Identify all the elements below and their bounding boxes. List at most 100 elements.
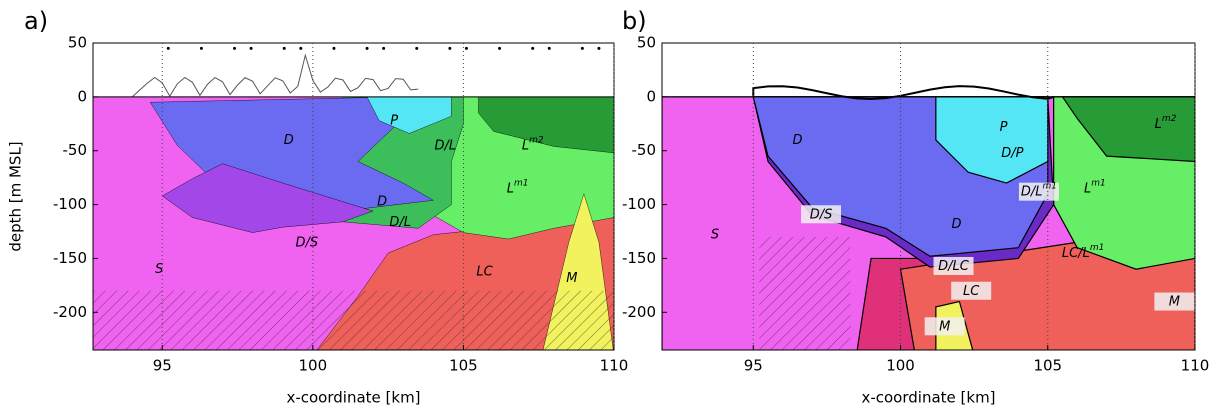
unit-label: D [284, 132, 294, 147]
unit-label-text: L [522, 138, 529, 153]
x-tick-label: 100 [886, 357, 915, 375]
unit-label-text: P [1000, 120, 1008, 135]
unit-label-text: L [1155, 116, 1162, 131]
unit-label-text: D/LC [938, 258, 970, 273]
unit-label-sup: m1 [1091, 178, 1106, 188]
station [299, 46, 303, 50]
unit-label: D/L [435, 138, 457, 153]
unit-label: M [1169, 294, 1180, 309]
x-tick-label: 95 [153, 357, 172, 375]
unit-label-text: D/S [810, 207, 833, 222]
station [580, 46, 584, 50]
y-tick-label: -200 [53, 303, 87, 321]
station [415, 46, 419, 50]
station [365, 46, 369, 50]
unit-label: D/LC [938, 258, 970, 273]
unit-label-text: L [507, 181, 514, 196]
unit-label: D/P [1001, 145, 1023, 160]
panel-letter: a) [24, 7, 48, 35]
unit-label: Lm2 [1155, 113, 1177, 131]
plot-frame [92, 42, 615, 351]
label-box [951, 281, 992, 300]
station [233, 46, 237, 50]
y-tick-label: -100 [622, 195, 656, 213]
y-tick-label: 50 [637, 34, 656, 52]
unit-label-text: D [377, 194, 387, 209]
station [448, 46, 452, 50]
plot-frame [661, 42, 1196, 351]
unit-label: Lm1 [507, 178, 529, 196]
x-tick-label: 110 [600, 357, 629, 375]
unit-label-sup: m1 [514, 178, 529, 188]
unit-label: M [566, 270, 577, 285]
geologic-unit [478, 96, 614, 154]
unit-label-text: D [284, 132, 294, 147]
station [547, 46, 551, 50]
station [199, 46, 203, 50]
unit-label-sup: m1 [1042, 181, 1057, 191]
unit-label-text: D [792, 132, 802, 147]
unit-label-text: S [711, 227, 719, 242]
label-box [933, 256, 974, 275]
unit-label-text: D/L [1021, 184, 1043, 199]
unit-label-text: D/S [295, 235, 318, 250]
label-box [924, 317, 965, 336]
unit-label: P [1000, 120, 1008, 135]
unit-label: D [377, 194, 387, 209]
unit-label: S [711, 227, 719, 242]
label-box [1018, 182, 1059, 201]
x-tick-label: 105 [449, 357, 478, 375]
unit-label-text: M [1169, 294, 1180, 309]
station [382, 46, 386, 50]
unit-label: D/Lm1 [1021, 181, 1057, 199]
unit-label-text: D [951, 216, 961, 231]
y-axis-label: depth [m MSL] [7, 141, 25, 251]
unit-label-text: P [390, 113, 398, 128]
unit-label-text: S [155, 262, 163, 277]
y-tick-label: -150 [53, 249, 87, 267]
x-axis-label: x-coordinate [km] [286, 389, 420, 407]
unit-label: Lm1 [1084, 178, 1106, 196]
y-tick-label: -150 [622, 249, 656, 267]
station [531, 46, 535, 50]
y-tick-label: -50 [63, 141, 88, 159]
unit-label: D/S [810, 207, 833, 222]
hatched-zone [759, 236, 851, 350]
panel-letter: b) [622, 7, 647, 35]
unit-label: M [939, 319, 950, 334]
station [464, 46, 468, 50]
unit-label: D/S [295, 235, 318, 250]
station [597, 46, 601, 50]
unit-label: Lm2 [522, 135, 544, 153]
unit-label-sup: m1 [1090, 243, 1105, 253]
unit-label: LC [476, 264, 493, 279]
unit-label-sup: m2 [1162, 113, 1177, 123]
unit-label-text: LC [963, 283, 980, 298]
unit-label: P [390, 113, 398, 128]
unit-label-text: D/L [389, 214, 411, 229]
x-tick-label: 95 [744, 357, 763, 375]
station [249, 46, 253, 50]
unit-label: LC/Lm1 [1062, 243, 1104, 261]
y-tick-label: -100 [53, 195, 87, 213]
y-tick-label: 0 [646, 87, 656, 105]
unit-label-text: M [566, 270, 577, 285]
x-tick-label: 100 [299, 357, 328, 375]
unit-label-text: M [939, 319, 950, 334]
unit-label-text: D/L [435, 138, 457, 153]
geologic-unit [161, 163, 374, 233]
unit-label-sup: m2 [529, 135, 544, 145]
unit-label-text: D/P [1001, 145, 1023, 160]
x-tick-label: 110 [1181, 357, 1210, 375]
unit-label: D [951, 216, 961, 231]
x-tick-label: 105 [1033, 357, 1062, 375]
unit-label: D/L [389, 214, 411, 229]
label-box [1154, 292, 1195, 311]
unit-label: S [155, 262, 163, 277]
topography [131, 53, 419, 98]
unit-label: LC [963, 283, 980, 298]
y-tick-label: -50 [632, 141, 657, 159]
